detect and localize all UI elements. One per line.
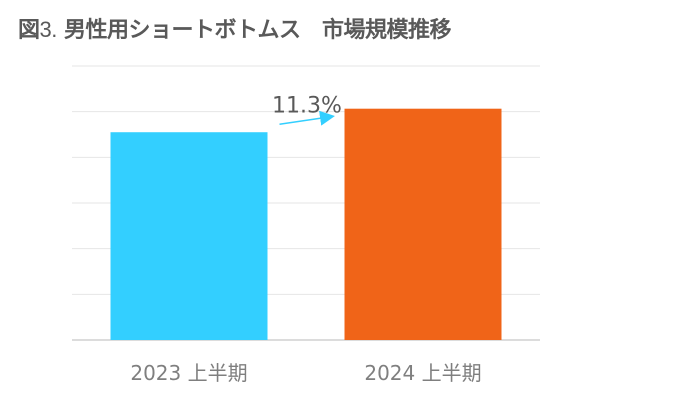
growth-annotation: 11.3% [272,94,342,119]
title-text: 男性用ショートボトムス 市場規模推移 [56,18,452,43]
bar-1 [110,132,268,340]
x-tick-label: 2024 上半期 [364,361,481,385]
x-tick-label: 2023 上半期 [130,361,247,385]
growth-arrow [279,110,335,126]
title-number: 3. [39,17,58,42]
chart-title: 図3. 男性用ショートボトムス 市場規模推移 [18,12,452,43]
title-prefix: 図 [18,18,40,43]
bar-2 [344,108,502,340]
